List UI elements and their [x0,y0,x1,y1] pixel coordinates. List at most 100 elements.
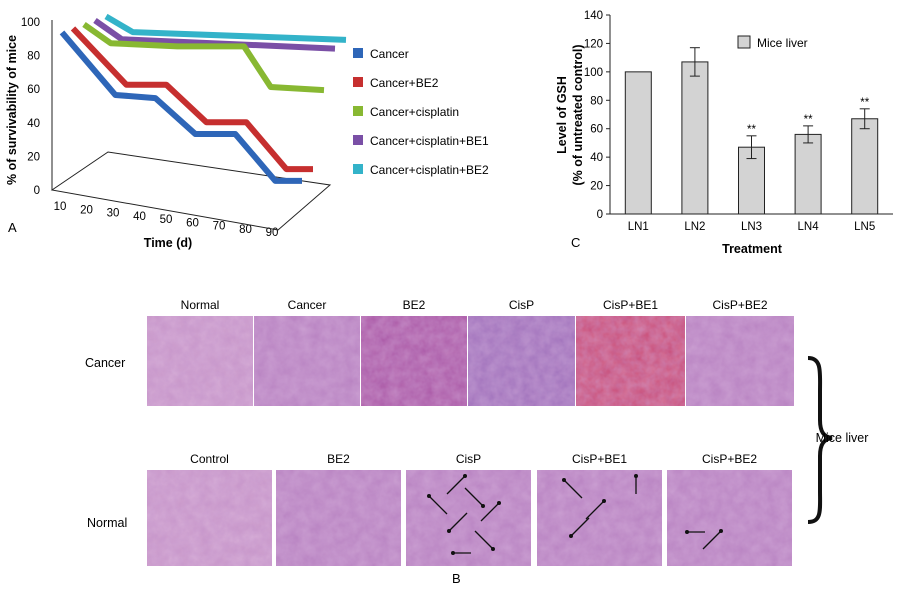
gsh-x-tick-label: LN2 [684,221,705,233]
survival-legend-label: Cancer+cisplatin [370,105,459,119]
survival-x-tick-label: 20 [80,204,93,216]
histology-image-title: CisP+BE2 [702,452,757,466]
normal-row-images: Control BE2 CisP CisP+BE1 CisP+BE2 [147,452,792,566]
panel-c-label: C [571,235,580,250]
cancer-row-label: Cancer [85,356,125,370]
gsh-significance-mark: ** [860,97,869,109]
survival-y-tick-label: 60 [27,84,40,96]
survival-legend-label: Cancer+BE2 [370,76,439,90]
survival-series-line [104,13,347,43]
histology-image-title: CisP [509,298,534,312]
histology-image [406,470,531,566]
gsh-y-axis-title-line1: Level of GSH [555,76,569,154]
histology-image-title: CisP+BE1 [572,452,627,466]
survival-legend-swatch [353,48,363,58]
histology-arrow [428,495,448,515]
survival-x-tick-label: 80 [239,224,252,236]
survival-series-line [82,22,325,94]
survival-legend-label: Cancer [370,47,409,61]
survival-y-tick-label: 20 [27,151,40,163]
gsh-bars: ** ** ** [624,47,879,215]
gsh-x-tick-label: LN1 [628,221,649,233]
histology-arrow [448,512,468,532]
gsh-y-tick-label: 0 [597,209,603,221]
histology-arrowhead [634,474,638,478]
gsh-x-ticks: LN1 LN2 LN3 LN4 LN5 [628,221,876,233]
gsh-y-tick-label: 60 [590,124,603,136]
survival-y-tick-label: 0 [34,185,40,197]
histology-image [576,316,685,406]
survival-y-tick-label: 40 [27,118,40,130]
survival-legend-swatch [353,135,363,145]
survival-series-lines [59,13,347,184]
survival-series-line [93,18,336,52]
brace-symbol [807,356,833,524]
gsh-y-tick-label: 100 [584,67,603,79]
survival-y-ticks: 0 20 40 60 80 100 [21,17,40,197]
histology-image-title: BE2 [403,298,426,312]
histology-arrow [446,475,466,495]
survival-x-tick-label: 60 [186,217,199,229]
histology-arrow [702,530,722,550]
histology-image [147,316,253,406]
survival-legend-label: Cancer+cisplatin+BE1 [370,134,489,148]
gsh-legend-swatch [737,35,751,49]
histology-image [254,316,360,406]
gsh-y-tick-label: 20 [590,181,603,193]
gsh-bar [681,61,709,215]
survival-x-axis-title: Time (d) [144,236,192,250]
histology-image-title: Control [190,452,229,466]
histology-arrowhead [451,551,455,555]
histology-image [667,470,792,566]
histology-arrowhead [719,529,723,533]
histology-arrow [474,530,494,550]
survival-legend-label: Cancer+cisplatin+BE2 [370,163,489,177]
cancer-row-images: Normal Cancer BE2 CisP CisP+BE1 CisP+BE2 [147,298,794,406]
histology-arrowhead [481,504,485,508]
gsh-y-tick-label: 120 [584,38,603,50]
histology-image [361,316,467,406]
survival-x-tick-label: 30 [107,208,120,220]
gsh-bar [624,71,652,215]
histology-image [686,316,794,406]
histology-image-title: Normal [181,298,220,312]
histology-image [147,470,272,566]
gsh-bar [851,118,879,215]
histology-arrow [570,517,590,537]
histology-image [276,470,401,566]
gsh-legend-label: Mice liver [757,36,808,50]
survival-series-line [70,26,313,173]
panel-b-label: B [452,571,461,586]
survival-x-tick-label: 40 [133,211,146,223]
histology-arrow [585,500,605,520]
survival-x-tick-label: 50 [160,214,173,226]
histology-image [468,316,575,406]
gsh-x-tick-label: LN4 [798,221,820,233]
survival-x-tick-label: 10 [54,201,67,213]
survival-legend-swatch [353,77,363,87]
histology-arrowhead [497,501,501,505]
gsh-y-axis-title-line2: (% of untreated control) [571,45,585,186]
gsh-y-ticks: 0 20 40 60 80 100 120 140 [584,10,610,221]
panel-a-label: A [8,220,17,235]
histology-image [537,470,662,566]
survival-legend-swatch [353,106,363,116]
histology-image-title: CisP+BE2 [712,298,767,312]
histology-arrowhead [562,478,566,482]
survival-y-tick-label: 80 [27,51,40,63]
histology-arrowhead [463,474,467,478]
gsh-bar [794,133,822,215]
histology-arrowhead [491,547,495,551]
histology-arrowhead [447,529,451,533]
histology-arrowhead [569,534,573,538]
histology-arrow [480,502,500,522]
histology-image-title: CisP+BE1 [603,298,658,312]
survival-y-tick-label: 100 [21,17,40,29]
survival-series-line [59,30,302,184]
survival-x-tick-label: 70 [213,221,226,233]
gsh-x-tick-label: LN3 [741,221,762,233]
survival-legend: Cancer Cancer+BE2 Cancer+cisplatin Cancer+c… [353,47,489,177]
